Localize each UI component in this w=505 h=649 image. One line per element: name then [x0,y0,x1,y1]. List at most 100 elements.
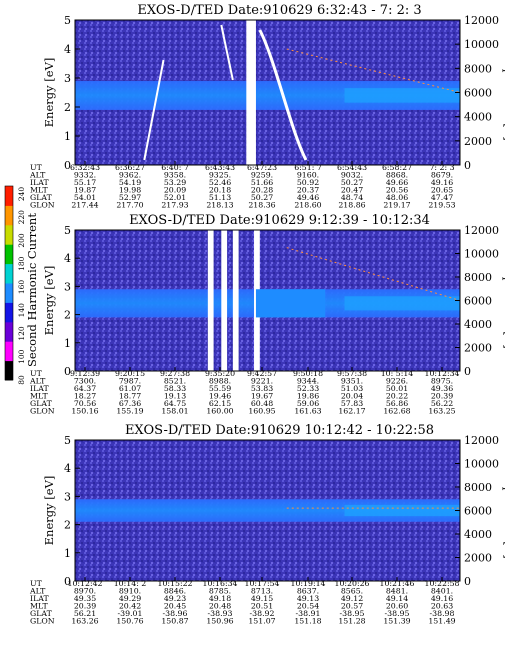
y2-tick-label: 6000 [464,295,492,308]
table-cell: 49.23 [164,594,186,603]
chart-title: EXOS-D/TED Date:910629 6:32:43 - 7: 2: 3 [137,3,421,18]
colorbar-tick-label: 240 [17,187,26,202]
table-cell: -38.95 [340,609,365,618]
table-cell: 8679. [431,171,453,180]
table-cell: 8637. [297,587,319,596]
colorbar-frame [4,185,14,381]
table-cell: 10:17:54 [244,579,279,588]
table-cell: 20.45 [164,602,186,611]
y-tick-label: 3 [64,280,71,293]
table-cell: 217.44 [71,201,98,210]
table-cell: 49.14 [386,594,408,603]
table-cell: 8910. [119,587,141,596]
colorbar: 80 100 120 140 160 180 200 220 240 Second Harmoni… [4,185,39,385]
y-tick-label: 5 [64,224,71,237]
table-cell: 161.63 [294,407,321,416]
table-cell: 19.13 [164,392,186,401]
table-cell: 9226. [386,377,408,386]
table-row-label: GLON [30,201,55,210]
table-cell: 19.86 [297,392,319,401]
table-cell: 151.39 [383,617,410,626]
table-cell: 55.59 [209,384,231,393]
table-cell: 20.39 [74,602,96,611]
table-row-label: GLON [30,407,55,416]
table-cell: 163.25 [428,407,455,416]
table-cell: 20.54 [297,602,319,611]
table-cell: 20.57 [341,602,363,611]
table-cell: 8785. [209,587,231,596]
table-cell: 6:43:43 [205,163,235,172]
colorbar-segment [5,224,13,245]
table-cell: 70.56 [74,399,96,408]
white-streak [220,24,234,81]
y-tick-label: 1 [64,547,71,560]
table-row-label: GLAT [30,399,53,408]
table-cell: 218.60 [294,201,321,210]
y-tick-label: 5 [64,14,71,27]
table-cell: -38.96 [163,609,188,618]
y-tick-label: 1 [64,337,71,350]
table-cell: 51.03 [341,384,363,393]
table-cell: 20.63 [431,602,453,611]
table-cell: 18.27 [74,392,96,401]
table-cell: -38.95 [385,609,410,618]
table-cell: 49.35 [74,594,96,603]
colorbar-segment [5,302,13,323]
y2-tick-label: 12000 [464,224,499,237]
table-cell: 150.87 [161,617,188,626]
table-cell: 10:22:58 [424,579,459,588]
table-cell: -39.01 [118,609,143,618]
table-row-label: ILAT [30,178,49,187]
table-cell: 19.67 [251,392,273,401]
table-cell: 219.17 [383,201,410,210]
table-cell: 9160. [297,171,319,180]
table-cell: 218.13 [206,201,233,210]
y-axis-label: Energy [eV] [42,58,56,128]
table-cell: 150.96 [206,617,233,626]
table-cell: 49.66 [386,178,408,187]
table-cell: 151.49 [428,617,455,626]
table-cell: 150.76 [116,617,143,626]
y2-axis-label: Temperature [K] [502,462,505,559]
table-cell: 218.86 [338,201,365,210]
table-cell: 9:42:57 [247,369,277,378]
table-cell: 20.22 [386,392,408,401]
y2-tick-label: 2000 [464,342,492,355]
table-cell: 20.56 [386,186,408,195]
table-cell: 151.28 [338,617,365,626]
table-cell: -38.91 [296,609,321,618]
y2-axis-label: Temperature [K] [502,252,505,349]
energy-band-core [344,504,460,517]
y2-tick-label: 6000 [464,505,492,518]
y2-tick-label: 0 [464,575,471,588]
colorbar-tick-label: 200 [17,233,26,248]
table-cell: 49.16 [431,178,453,187]
table-cell: 54.01 [74,193,96,202]
colorbar-segment [5,244,13,265]
table-cell: 151.07 [248,617,275,626]
table-cell: 49.15 [251,594,273,603]
colorbar-segment [5,186,13,206]
colorbar-tick-label: 180 [17,256,26,271]
table-cell: 51.66 [251,178,273,187]
table-cell: 7: 2: 3 [429,163,454,172]
table-cell: 18.77 [119,392,141,401]
y2-tick-label: 10000 [464,248,499,261]
colorbar-segment [5,263,13,284]
table-row-label: ALT [29,377,46,386]
table-cell: 49.29 [119,594,141,603]
y-tick-label: 1 [64,130,71,143]
y-tick-label: 0 [64,365,71,378]
table-cell: 56.22 [431,399,453,408]
panel-3: EXOS-D/TED Date:910629 10:12:42 - 10:22:… [29,423,505,626]
table-cell: 8521. [164,377,186,386]
white-streak [258,29,308,161]
table-cell: 160.95 [248,407,275,416]
colorbar-segment [5,360,13,381]
colorbar-tick-label: 100 [17,349,26,364]
y-tick-label: 4 [64,43,71,56]
table-row-label: MLT [30,602,49,611]
table-cell: 51.13 [209,193,231,202]
y-tick-label: 0 [64,575,71,588]
